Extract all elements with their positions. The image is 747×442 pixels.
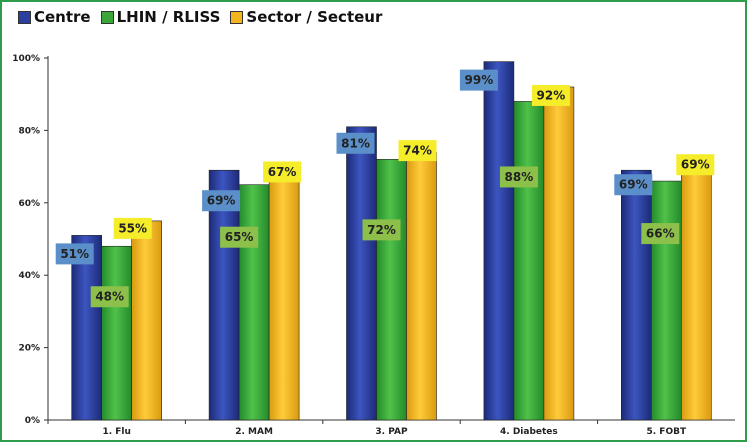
legend-label-sector: Sector / Secteur bbox=[246, 8, 383, 26]
data-label: 55% bbox=[118, 221, 147, 235]
bar-2 bbox=[131, 220, 162, 421]
data-label: 67% bbox=[268, 165, 297, 179]
bar-0 bbox=[483, 61, 515, 421]
x-tick-label: 5. FOBT bbox=[646, 427, 686, 437]
bar-2 bbox=[680, 169, 712, 421]
y-tick-label: 80% bbox=[18, 126, 40, 136]
legend-swatch-lhin bbox=[100, 10, 114, 24]
legend-label-lhin: LHIN / RLISS bbox=[116, 8, 221, 26]
data-label-box bbox=[676, 154, 715, 176]
data-label: 69% bbox=[207, 194, 236, 208]
data-label-box bbox=[641, 223, 680, 245]
y-tick-label: 0% bbox=[25, 416, 40, 426]
data-label-box bbox=[614, 174, 653, 196]
data-label-box bbox=[336, 132, 375, 154]
bar-0 bbox=[620, 169, 652, 421]
data-label: 51% bbox=[60, 247, 89, 261]
x-tick-label: 1. Flu bbox=[102, 427, 130, 437]
data-label-box bbox=[499, 166, 538, 188]
bar-0 bbox=[71, 235, 102, 421]
legend-item-centre: Centre bbox=[18, 8, 91, 26]
data-label: 48% bbox=[95, 290, 124, 304]
chart-legend: Centre LHIN / RLISS Sector / Secteur bbox=[18, 6, 382, 28]
x-tick-label: 3. PAP bbox=[375, 427, 408, 437]
data-label-box bbox=[459, 69, 498, 91]
legend-swatch-centre bbox=[18, 10, 31, 24]
data-label: 92% bbox=[537, 88, 566, 102]
bar-2 bbox=[543, 86, 575, 421]
x-tick-label: 4. Diabetes bbox=[500, 427, 558, 437]
bar-2 bbox=[268, 177, 300, 421]
y-tick-label: 20% bbox=[18, 344, 40, 354]
data-label: 74% bbox=[403, 144, 432, 158]
data-label-box bbox=[362, 219, 401, 241]
legend-item-lhin: LHIN / RLISS bbox=[100, 8, 221, 26]
data-label-box bbox=[531, 84, 570, 106]
bar-1 bbox=[376, 159, 407, 421]
data-label-box bbox=[398, 140, 437, 162]
data-label: 69% bbox=[619, 178, 648, 192]
bar-1 bbox=[101, 245, 132, 421]
data-label-box bbox=[202, 190, 241, 212]
y-tick-label: 100% bbox=[12, 54, 40, 64]
bar-2 bbox=[406, 151, 437, 421]
data-label: 66% bbox=[646, 227, 675, 241]
data-label-box bbox=[220, 226, 259, 248]
legend-label-centre: Centre bbox=[34, 8, 91, 26]
data-label: 69% bbox=[681, 158, 710, 172]
legend-item-sector: Sector / Secteur bbox=[230, 8, 382, 26]
data-label: 65% bbox=[225, 230, 254, 244]
x-tick-label: 2. MAM bbox=[235, 427, 273, 437]
bar-0 bbox=[346, 126, 377, 421]
data-label-box bbox=[263, 161, 302, 183]
data-label: 81% bbox=[341, 136, 370, 150]
bar-1 bbox=[238, 184, 270, 421]
data-label: 99% bbox=[465, 73, 494, 87]
legend-swatch-sector bbox=[230, 10, 244, 24]
data-label-box bbox=[113, 217, 152, 239]
y-tick-label: 60% bbox=[18, 199, 40, 209]
data-label: 88% bbox=[505, 170, 534, 184]
bar-1 bbox=[650, 180, 682, 421]
data-label-box bbox=[90, 286, 129, 308]
data-label: 72% bbox=[367, 223, 396, 237]
bar-1 bbox=[513, 101, 545, 421]
data-label-box bbox=[55, 243, 94, 265]
y-tick-label: 40% bbox=[18, 271, 40, 281]
bar-0 bbox=[208, 169, 240, 421]
